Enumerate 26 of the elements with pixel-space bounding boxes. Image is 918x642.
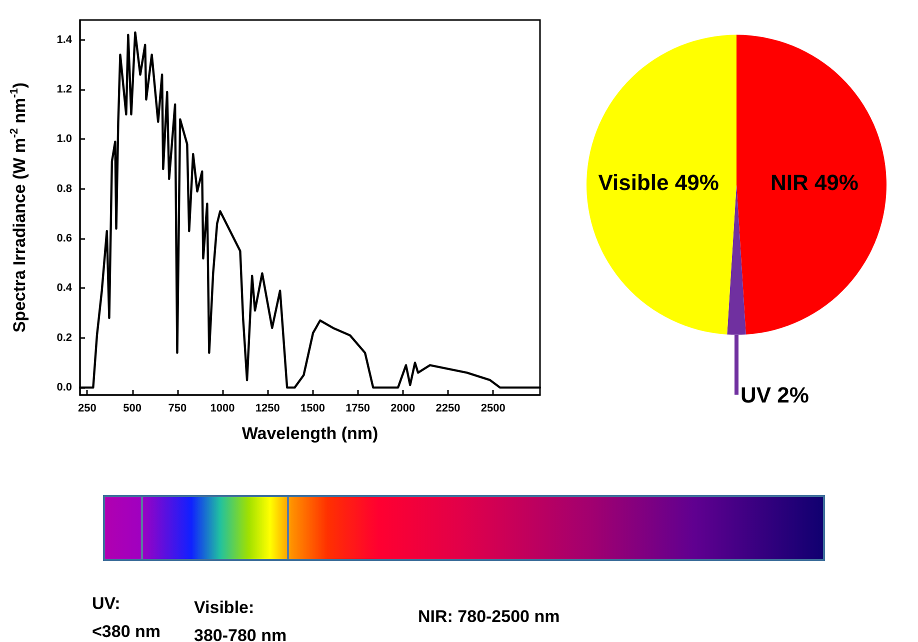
x-tick-label: 750 <box>168 402 187 414</box>
text: NIR: 780-2500 nm <box>418 606 560 628</box>
text: UV: <380 nm <box>92 593 161 642</box>
x-axis-title: Wavelength (nm) <box>242 424 378 443</box>
y-tick-label: 0.6 <box>56 232 72 245</box>
x-tick-label: 1000 <box>210 402 235 414</box>
y-tick-label: 0.0 <box>56 382 72 394</box>
slice-label: Visible 49% <box>598 170 719 195</box>
slice-label: UV 2% <box>740 382 809 408</box>
x-tick-label: 2500 <box>480 402 506 414</box>
text: Visible: 380-780 nm <box>194 597 287 642</box>
x-tick-label: 2250 <box>436 402 460 414</box>
x-tick-label: 2000 <box>390 402 416 414</box>
y-axis-title: Spectra Irradiance (W m-2 nm-1) <box>8 82 29 333</box>
y-tick-label: 0.8 <box>56 182 72 195</box>
x-tick-label: 250 <box>78 402 96 414</box>
y-tick-label: 0.2 <box>56 332 72 344</box>
x-tick-label: 1250 <box>255 402 280 414</box>
y-tick-label: 1.2 <box>56 84 72 96</box>
y-tick-label: 1.4 <box>56 34 73 46</box>
x-tick-label: 500 <box>123 402 142 414</box>
y-tick-label: 1.0 <box>56 133 72 146</box>
y-tick-label: 0.4 <box>56 282 73 294</box>
x-tick-label: 1750 <box>346 402 370 414</box>
x-tick-label: 1500 <box>300 402 325 414</box>
slice-label: NIR 49% <box>770 170 858 195</box>
